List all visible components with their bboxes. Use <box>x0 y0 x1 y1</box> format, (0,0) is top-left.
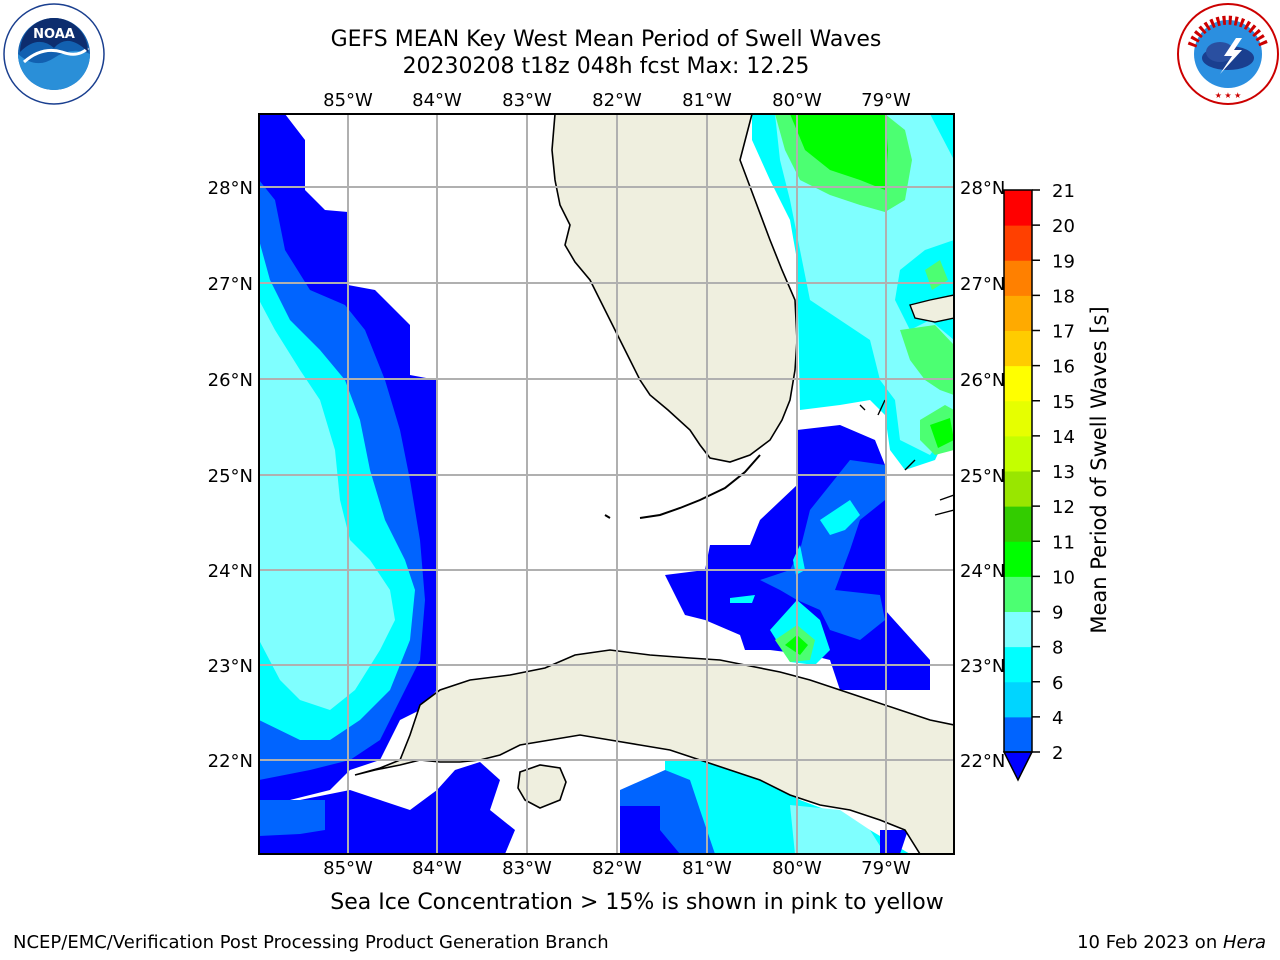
colorbar-segment <box>1004 681 1032 718</box>
swell-contour-4-6 <box>760 460 885 640</box>
colorbar-segment <box>1004 541 1032 577</box>
nws-logo: ★ ★ ★ <box>1177 3 1279 105</box>
lat-label-left: 28°N <box>208 178 253 199</box>
noaa-logo-text: NOAA <box>33 27 75 42</box>
land-bahamas <box>859 399 954 516</box>
colorbar-segment <box>1004 330 1032 367</box>
lat-label-right: 28°N <box>960 178 1005 199</box>
colorbar-tick-label: 11 <box>1052 532 1075 553</box>
lon-label-top: 81°W <box>682 90 732 111</box>
colorbar-tick-label: 4 <box>1052 708 1063 729</box>
map-frame <box>258 113 955 855</box>
footer-date: 10 Feb 2023 on Hera <box>1077 932 1266 953</box>
colorbar-segment <box>1004 435 1032 472</box>
lon-label-top: 80°W <box>772 90 822 111</box>
colorbar-tick-label: 6 <box>1052 673 1063 694</box>
swell-contour-6-8 <box>730 595 755 603</box>
colorbar-segment <box>1004 506 1032 542</box>
lon-label-bottom: 79°W <box>861 858 911 879</box>
lat-label-left: 25°N <box>208 466 253 487</box>
swell-contour-8-9 <box>790 805 885 854</box>
lat-label-right: 25°N <box>960 466 1005 487</box>
map-plot-area <box>259 114 954 854</box>
land-florida-keys <box>604 454 761 519</box>
colorbar-tick-label: 16 <box>1052 357 1075 378</box>
lat-label-left: 26°N <box>208 370 253 391</box>
colorbar-segment <box>1004 716 1032 753</box>
svg-text:★ ★ ★: ★ ★ ★ <box>1215 91 1242 100</box>
footer-branch: NCEP/EMC/Verification Post Processing Pr… <box>13 932 609 953</box>
colorbar-tick-label: 15 <box>1052 392 1075 413</box>
lon-label-bottom: 85°W <box>323 858 373 879</box>
lon-label-bottom: 82°W <box>592 858 642 879</box>
land-bahamas <box>909 294 954 323</box>
colorbar-segment <box>1004 611 1032 648</box>
chart-title: GEFS MEAN Key West Mean Period of Swell … <box>330 27 882 52</box>
land-florida <box>551 114 798 463</box>
lon-label-bottom: 84°W <box>412 858 462 879</box>
lat-label-left: 22°N <box>208 751 253 772</box>
colorbar-tick-label: 20 <box>1052 216 1075 237</box>
colorbar-segment <box>1004 646 1032 683</box>
colorbar-tick-label: 10 <box>1052 567 1075 588</box>
colorbar-tick-label: 9 <box>1052 603 1063 624</box>
lon-label-bottom: 80°W <box>772 858 822 879</box>
swell-contour-10-11 <box>790 114 888 190</box>
colorbar-segment <box>1004 225 1032 261</box>
swell-contour-10-11 <box>930 418 954 448</box>
swell-contour-2-4 <box>259 762 515 854</box>
lon-label-top: 85°W <box>323 90 373 111</box>
footer-date-text: 10 Feb 2023 on <box>1077 932 1223 953</box>
land-isle-of-youth <box>517 764 567 809</box>
lat-label-left: 24°N <box>208 561 253 582</box>
colorbar-tick-label: 13 <box>1052 462 1075 483</box>
lat-label-right: 24°N <box>960 561 1005 582</box>
sea-ice-note: Sea Ice Concentration > 15% is shown in … <box>330 890 944 915</box>
colorbar-tick-label: 17 <box>1052 322 1075 343</box>
lon-label-bottom: 83°W <box>502 858 552 879</box>
lat-label-right: 26°N <box>960 370 1005 391</box>
swell-contour-2-4 <box>620 806 680 854</box>
footer-host: Hera <box>1222 932 1266 953</box>
colorbar-segment <box>1004 576 1032 612</box>
lat-label-left: 23°N <box>208 656 253 677</box>
chart-subtitle: 20230208 t18z 048h fcst Max: 12.25 <box>402 54 810 79</box>
lat-label-left: 27°N <box>208 274 253 295</box>
colorbar-tick-label: 21 <box>1052 181 1075 202</box>
noaa-logo: NOAA <box>3 3 105 105</box>
lon-label-top: 84°W <box>412 90 462 111</box>
colorbar: 2 4 6 8 9 10 11 12 13 14 15 16 17 18 19 20 21 <box>1002 181 1075 782</box>
swell-contour-9-10 <box>900 325 954 395</box>
lon-label-top: 79°W <box>861 90 911 111</box>
colorbar-segment <box>1004 295 1032 331</box>
swell-contour-4-6 <box>259 800 325 836</box>
lon-label-top: 83°W <box>502 90 552 111</box>
lat-label-right: 27°N <box>960 274 1005 295</box>
colorbar-segment <box>1004 190 1032 226</box>
colorbar-segment <box>1004 260 1032 296</box>
colorbar-tick-label: 19 <box>1052 251 1075 272</box>
colorbar-segment <box>1004 471 1032 507</box>
colorbar-tick-label: 14 <box>1052 427 1075 448</box>
colorbar-segment <box>1004 400 1032 437</box>
lat-label-right: 23°N <box>960 656 1005 677</box>
swell-contour-8-9 <box>259 300 395 710</box>
colorbar-tick-label: 8 <box>1052 638 1063 659</box>
colorbar-underflow-arrow <box>1002 751 1034 782</box>
swell-contour-8-9 <box>775 114 954 455</box>
graticule <box>259 114 954 854</box>
colorbar-tick-label: 2 <box>1052 743 1063 764</box>
lon-label-bottom: 81°W <box>682 858 732 879</box>
colorbar-segment <box>1004 365 1032 402</box>
colorbar-tick-label: 12 <box>1052 497 1075 518</box>
colorbar-tick-label: 18 <box>1052 286 1075 307</box>
lon-label-top: 82°W <box>592 90 642 111</box>
colorbar-label: Mean Period of Swell Waves [s] <box>1087 306 1111 633</box>
swell-contour-6-8 <box>820 500 860 535</box>
lat-label-right: 22°N <box>960 751 1005 772</box>
